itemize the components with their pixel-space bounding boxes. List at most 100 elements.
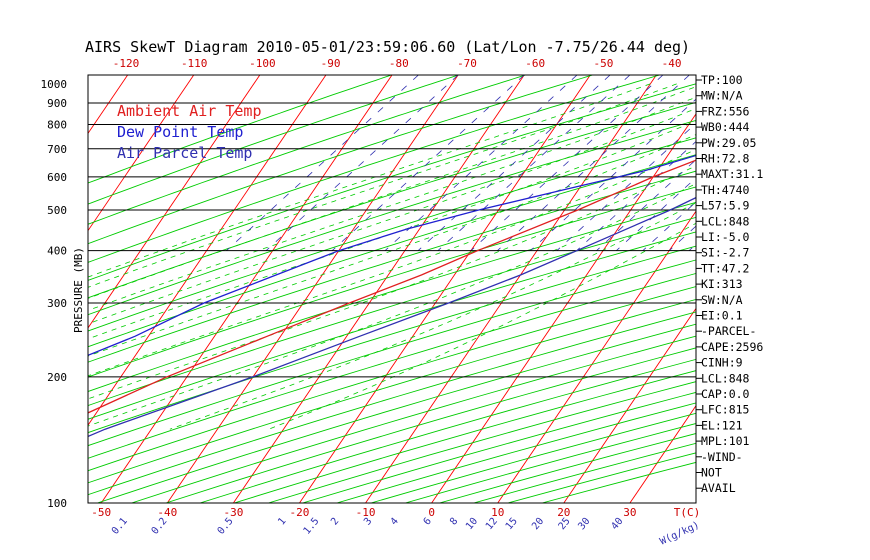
temp-axis-unit: T(C): [674, 506, 701, 519]
dry-adiabat-line: [473, 442, 696, 503]
pressure-tick-label: 1000: [41, 78, 68, 91]
legend: Ambient Air Temp Dew Point Temp Air Parcel…: [117, 102, 262, 162]
moist-adiabat-line: [268, 222, 696, 430]
temp-tick-label-bottom: 20: [557, 506, 570, 519]
dry-adiabat-line: [88, 231, 696, 420]
isotherm-line: [497, 210, 696, 503]
dry-adiabat-line: [88, 298, 696, 484]
mixing-ratio-line: [226, 75, 419, 251]
index-value: TH:4740: [701, 183, 750, 197]
index-value: WB0:444: [701, 120, 750, 134]
isotherm-line: [100, 75, 393, 503]
index-value: AVAIL: [701, 481, 736, 495]
mixing-ratio-tick-label: 15: [504, 516, 520, 532]
dry-adiabat-line: [199, 358, 696, 503]
index-value: MPL:101: [701, 434, 750, 448]
index-value: EL:121: [701, 418, 743, 432]
mixing-ratio-tick-label: 0.1: [110, 516, 130, 537]
mixing-ratio-line: [417, 75, 611, 251]
index-value: SW:N/A: [701, 293, 743, 307]
profiles: [88, 154, 696, 438]
dry-adiabat-line: [88, 216, 696, 407]
temp-tick-label-bottom: 30: [623, 506, 636, 519]
pressure-tick-label: 200: [47, 371, 67, 384]
index-value: TT:47.2: [701, 261, 749, 275]
moist-adiabat-line: [88, 86, 696, 299]
temp-tick-label-top: -120: [113, 57, 140, 70]
dry-adiabat-line: [88, 272, 696, 459]
mixing-ratio-line: [470, 75, 664, 251]
temp-tick-label-top: -50: [593, 57, 613, 70]
mixing-ratio-tick-label: 8: [448, 516, 460, 528]
mixing-ratio-tick-label: 10: [464, 516, 480, 532]
temp-tick-label-bottom: 10: [491, 506, 504, 519]
plot-frame: [87, 74, 697, 504]
dry-adiabat-line: [88, 201, 696, 392]
legend-entry: Dew Point Temp: [117, 123, 243, 141]
mixing-ratio-line: [668, 225, 696, 251]
index-value: TP:100: [701, 73, 743, 87]
moist-adiabat-line: [88, 83, 677, 288]
index-value: -PARCEL-: [701, 324, 756, 338]
moist-adiabat-line: [88, 183, 696, 427]
mixing-ratio-tick-label: 3: [362, 516, 374, 528]
index-value: FRZ:556: [701, 104, 750, 118]
isotherm-line: [431, 113, 696, 503]
temp-tick-label-bottom: 0: [428, 506, 435, 519]
dry-adiabat-line: [88, 245, 696, 434]
dry-adiabat-line: [88, 259, 696, 447]
isotherm-line: [88, 75, 327, 426]
temp-tick-label-top: -90: [321, 57, 341, 70]
dry-adiabat-line: [97, 323, 696, 503]
temp-tick-label-bottom: -40: [157, 506, 177, 519]
mixing-ratio-tick-label: 1: [276, 516, 288, 528]
temp-tick-label-top: -70: [457, 57, 477, 70]
index-value: CAPE:2596: [701, 340, 763, 354]
y-axis-label: PRESSURE (MB): [72, 247, 85, 333]
isotherm-line: [88, 75, 195, 232]
mixing-ratio-axis-unit: W(g/kg): [658, 520, 701, 548]
temp-tick-label-bottom: -20: [290, 506, 310, 519]
temp-tick-label-top: -40: [662, 57, 682, 70]
index-value: EI:0.1: [701, 309, 743, 323]
pressure-tick-label: 900: [47, 97, 67, 110]
moist-adiabat-line: [88, 165, 696, 400]
dry-adiabat-line: [88, 119, 696, 316]
temp-tick-label-bottom: -10: [356, 506, 376, 519]
pressure-tick-label: 700: [47, 143, 67, 156]
dry-adiabat-line: [234, 370, 696, 503]
mixing-ratio-line: [556, 122, 696, 251]
index-value: LFC:815: [701, 403, 749, 417]
mixing-ratio-line: [497, 75, 690, 251]
dry-adiabat-line: [88, 286, 696, 472]
dry-adiabat-line: [88, 101, 696, 299]
dry-adiabat-line: [88, 83, 696, 281]
isotherm-line: [762, 75, 870, 503]
temp-tick-label-bottom: -50: [91, 506, 111, 519]
pressure-tick-label: 500: [47, 204, 67, 217]
moist-adiabat-line: [88, 108, 696, 325]
moist-adiabat-line: [88, 96, 696, 311]
temp-tick-label-bottom: -30: [223, 506, 243, 519]
moist-adiabat-line: [88, 149, 696, 377]
index-value: NOT: [701, 466, 722, 480]
index-value: LI:-5.0: [701, 230, 750, 244]
dry-adiabat-line: [88, 75, 526, 225]
isotherm-line: [365, 75, 657, 503]
isotherm-line: [563, 307, 696, 503]
mixing-ratio-line: [596, 159, 696, 251]
dry-adiabat-line: [88, 75, 459, 205]
index-value: -WIND-: [701, 450, 743, 464]
temp-tick-label-top: -80: [389, 57, 409, 70]
index-value: CINH:9: [701, 356, 743, 370]
pressure-tick-label: 400: [47, 245, 67, 258]
dry-adiabat-line: [88, 137, 696, 332]
dry-adiabat-line: [88, 186, 696, 378]
ambient-air-temp-line: [88, 159, 696, 414]
index-value: MAXT:31.1: [701, 167, 763, 181]
pressure-tick-label: 800: [47, 118, 67, 131]
mixing-ratio-tick-label: 6: [422, 516, 434, 528]
dry-adiabat-line: [88, 75, 593, 245]
dry-adiabat-line: [165, 347, 696, 503]
mixing-ratio-tick-label: 20: [530, 516, 546, 532]
